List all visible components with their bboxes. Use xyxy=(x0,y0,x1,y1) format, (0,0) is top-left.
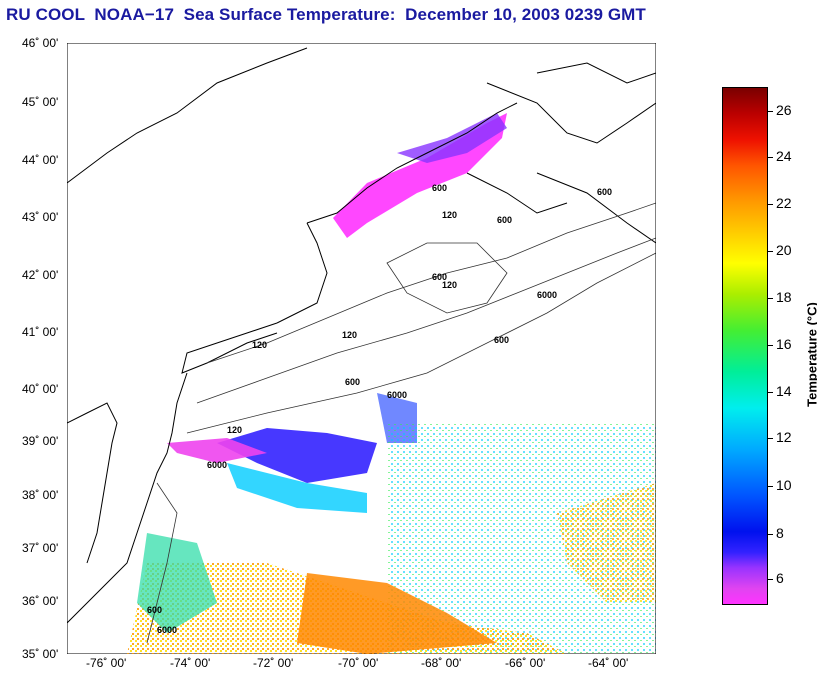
contour-label: 120 xyxy=(442,210,457,220)
contour-label: 600 xyxy=(432,183,447,193)
colorbar-tick-label: 6 xyxy=(776,570,784,586)
coastline-new-england xyxy=(67,47,518,324)
lat-label: 39˚ 00' xyxy=(22,434,59,448)
contour-label: 600 xyxy=(147,605,162,615)
contour-label: 600 xyxy=(432,272,447,282)
coastline-long-island xyxy=(181,322,278,374)
coastline-maritimes xyxy=(466,82,656,244)
colorbar-tick-label: 24 xyxy=(776,148,792,164)
colorbar-tickmark xyxy=(768,157,773,158)
sst-gulf-stream-west xyxy=(137,533,217,633)
lat-label: 42˚ 00' xyxy=(22,268,59,282)
colorbar-tick-label: 18 xyxy=(776,289,792,305)
contour-shelf-south xyxy=(146,482,178,644)
contour-label: 6000 xyxy=(157,625,177,635)
lat-label: 37˚ 00' xyxy=(22,541,59,555)
contour-label: 120 xyxy=(252,340,267,350)
contour-georges xyxy=(386,242,508,314)
lat-label: 41˚ 00' xyxy=(22,325,59,339)
sst-midatlantic-blend xyxy=(227,463,367,513)
lon-label: -74˚ 00' xyxy=(170,656,211,670)
colorbar-tick-label: 8 xyxy=(776,525,784,541)
lat-label: 46˚ 00' xyxy=(22,36,59,50)
colorbar-tickmark xyxy=(768,111,773,112)
coastline-nova-scotia xyxy=(536,62,656,84)
contour-label: 600 xyxy=(494,335,509,345)
contour-600m xyxy=(196,237,656,404)
contour-label: 6000 xyxy=(537,290,557,300)
colorbar-tick-label: 10 xyxy=(776,477,792,493)
sst-gulf-stream-core xyxy=(297,573,497,654)
sst-gulf-of-maine-blue xyxy=(397,113,507,163)
coastline-chesapeake xyxy=(67,402,118,564)
colorbar-tickmark xyxy=(768,486,773,487)
temperature-colorbar xyxy=(722,87,768,605)
coastline-layer xyxy=(67,47,656,624)
contour-label: 120 xyxy=(442,280,457,290)
bathymetry-contours xyxy=(146,202,656,644)
colorbar-tickmark xyxy=(768,392,773,393)
coastline-nj-delmarva xyxy=(67,372,188,624)
contour-label: 600 xyxy=(497,215,512,225)
contour-label: 6000 xyxy=(387,390,407,400)
lon-label: -76˚ 00' xyxy=(86,656,127,670)
lat-label: 44˚ 00' xyxy=(22,153,59,167)
sst-midatlantic-cold xyxy=(217,428,377,483)
contour-120m xyxy=(206,202,656,364)
colorbar-tick-label: 14 xyxy=(776,383,792,399)
contour-6000m xyxy=(186,252,656,434)
colorbar-tickmark xyxy=(768,345,773,346)
colorbar-tick-label: 16 xyxy=(776,336,792,352)
lat-label: 35˚ 00' xyxy=(22,647,59,661)
colorbar-tickmark xyxy=(768,438,773,439)
contour-label-layer: 600 600 120 600 120 600 6000 120 600 600… xyxy=(147,183,612,635)
colorbar-tickmark xyxy=(768,534,773,535)
lat-label: 36˚ 00' xyxy=(22,594,59,608)
colorbar-tickmark xyxy=(768,579,773,580)
lon-label: -66˚ 00' xyxy=(505,656,546,670)
lat-label: 43˚ 00' xyxy=(22,210,59,224)
contour-label: 600 xyxy=(345,377,360,387)
lon-label: -72˚ 00' xyxy=(253,656,294,670)
sst-map: 600 600 120 600 120 600 6000 120 600 600… xyxy=(67,43,656,654)
lat-label: 40˚ 00' xyxy=(22,382,59,396)
lon-label: -64˚ 00' xyxy=(588,656,629,670)
map-canvas: 600 600 120 600 120 600 6000 120 600 600… xyxy=(67,43,656,654)
contour-label: 120 xyxy=(227,425,242,435)
sst-pink-strip xyxy=(167,438,267,463)
lon-label: -70˚ 00' xyxy=(338,656,379,670)
lat-label: 38˚ 00' xyxy=(22,488,59,502)
image-title: RU COOL NOAA−17 Sea Surface Temperature:… xyxy=(6,5,646,24)
sst-data-layer xyxy=(127,113,656,654)
colorbar-tick-label: 22 xyxy=(776,195,792,211)
lat-label: 45˚ 00' xyxy=(22,95,59,109)
colorbar-tickmark xyxy=(768,251,773,252)
colorbar-tick-label: 20 xyxy=(776,242,792,258)
contour-label: 600 xyxy=(597,187,612,197)
contour-label: 120 xyxy=(342,330,357,340)
contour-label: 6000 xyxy=(207,460,227,470)
colorbar-tickmark xyxy=(768,204,773,205)
colorbar-tickmark xyxy=(768,298,773,299)
lon-label: -68˚ 00' xyxy=(421,656,462,670)
sst-far-east-warm xyxy=(557,483,656,603)
colorbar-label: Temperature (°C) xyxy=(804,302,817,407)
colorbar-tick-label: 12 xyxy=(776,429,792,445)
colorbar-tick-label: 26 xyxy=(776,102,792,118)
